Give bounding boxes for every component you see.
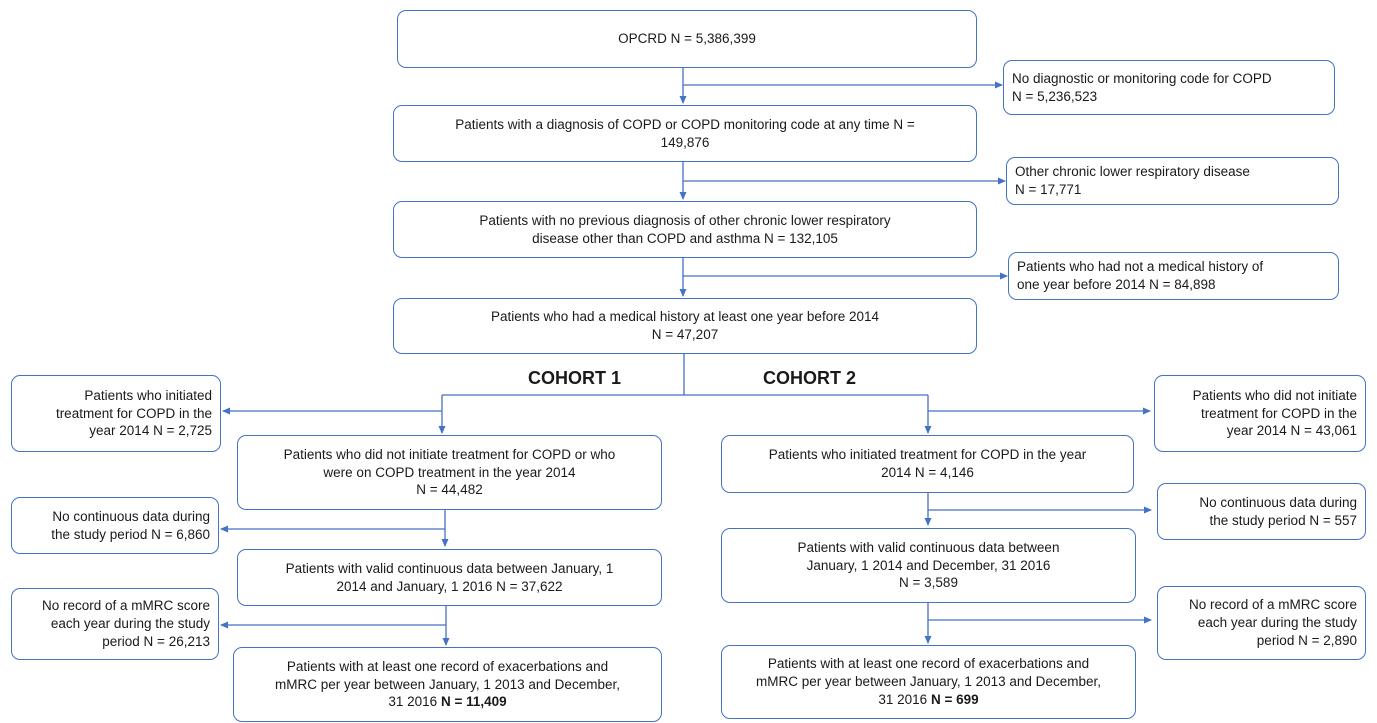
c2-final-box: Patients with at least one record of exa…	[721, 645, 1136, 719]
no-code-box: No diagnostic or monitoring code for COP…	[1003, 60, 1335, 115]
c1-main-box: Patients who did not initiate treatment …	[237, 435, 662, 510]
c1-no-continuous-data-box: No continuous data during the study peri…	[11, 497, 219, 554]
no-history-box: Patients who had not a medical history o…	[1008, 252, 1339, 300]
c2-no-mmrc-box: No record of a mMRC score each year duri…	[1157, 586, 1366, 660]
c2-no-continuous-data-box: No continuous data during the study peri…	[1157, 483, 1366, 540]
c1-final-count: N = 11,409	[440, 694, 507, 710]
c2-valid-data-box: Patients with valid continuous data betw…	[721, 528, 1136, 603]
copd-diagnosis-box: Patients with a diagnosis of COPD or COP…	[393, 105, 977, 162]
c2-main-box: Patients who initiated treatment for COP…	[721, 435, 1134, 493]
c1-valid-data-box: Patients with valid continuous data betw…	[237, 549, 662, 606]
cohort-1-label: COHORT 1	[528, 368, 622, 388]
medical-history-box: Patients who had a medical history at le…	[393, 298, 977, 354]
no-previous-diagnosis-box: Patients with no previous diagnosis of o…	[393, 201, 977, 258]
cohort-2-label: COHORT 2	[763, 368, 857, 388]
c2-did-not-initiate-excluded-box: Patients who did not initiate treatment …	[1154, 375, 1366, 452]
c2-final-count: N = 699	[930, 691, 979, 707]
c1-no-mmrc-box: No record of a mMRC score each year duri…	[11, 588, 219, 660]
c1-final-box: Patients with at least one record of exa…	[233, 647, 662, 722]
c1-initiated-treatment-excluded-box: Patients who initiated treatment for COP…	[11, 375, 221, 452]
other-clrd-box: Other chronic lower respiratory disease …	[1006, 157, 1339, 205]
opcrd-box: OPCRD N = 5,386,399	[397, 10, 977, 68]
